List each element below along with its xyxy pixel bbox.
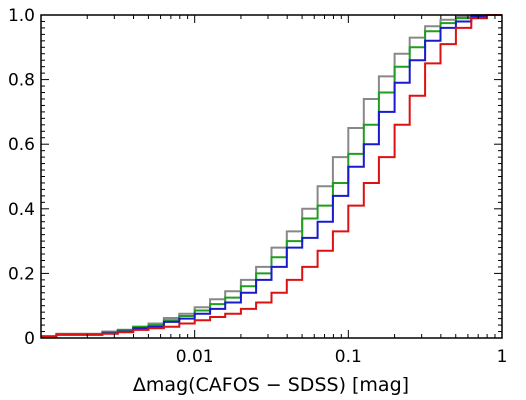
x-tick-label: 0.1 [335, 347, 362, 367]
x-axis-label: Δmag(CAFOS − SDSS) [mag] [133, 374, 409, 396]
x-tick-label: 0.01 [176, 347, 214, 367]
y-tick-label: 0.4 [8, 200, 35, 220]
x-tick-label: 1 [497, 347, 508, 367]
y-tick-label: 0.6 [8, 135, 35, 155]
y-tick-label: 0 [24, 329, 35, 349]
tick-layer: 0.01 0.1 1 0 0.2 0.4 0.6 0.8 1.0 [8, 6, 507, 367]
series-line-4 [41, 14, 502, 338]
y-tick-label: 0.8 [8, 71, 35, 91]
y-tick-label: 1.0 [8, 6, 35, 26]
y-tick-label: 0.2 [8, 264, 35, 284]
series-layer [41, 14, 502, 338]
